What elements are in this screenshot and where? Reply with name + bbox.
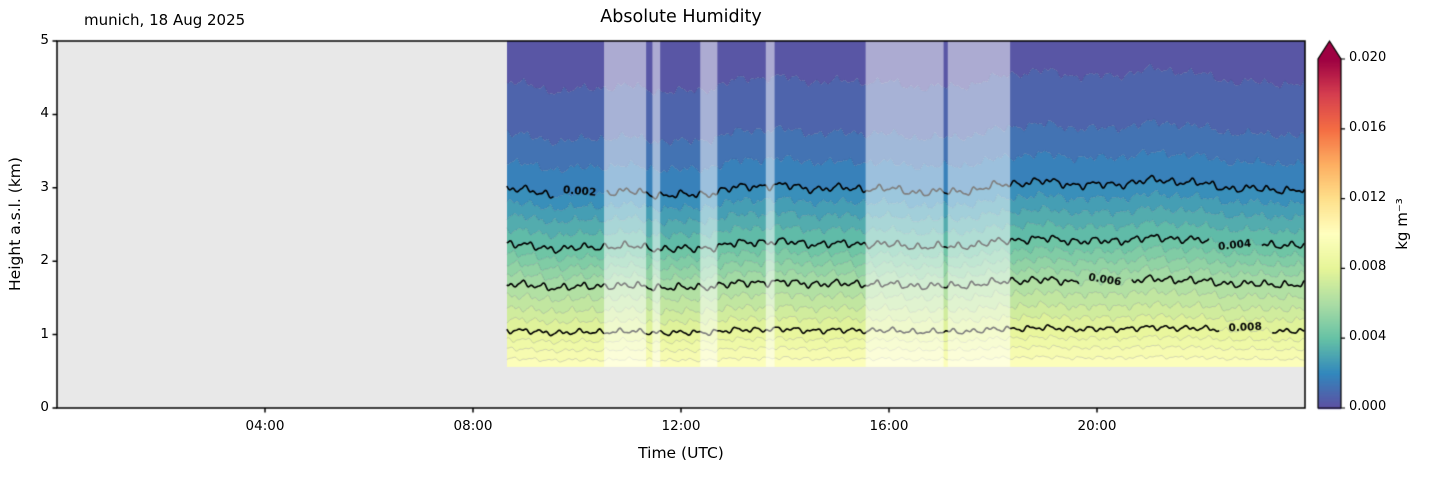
colorbar-tick-label: 0.000 — [1349, 399, 1387, 414]
colorbar-tick-label: 0.004 — [1349, 329, 1387, 345]
y-tick-label: 1 — [40, 325, 49, 342]
colorbar-tick-label: 0.008 — [1349, 259, 1387, 275]
y-tick-label: 5 — [40, 32, 49, 48]
station-date-label: munich, 18 Aug 2025 — [84, 11, 246, 29]
colorbar-tick-label: 0.016 — [1349, 119, 1387, 135]
colorbar-tick-label: 0.012 — [1349, 189, 1387, 205]
colorbar-tick-label: 0.020 — [1349, 50, 1387, 65]
x-tick-label: 12:00 — [661, 418, 701, 434]
x-tick-label: 16:00 — [869, 418, 909, 434]
y-axis-label: Height a.s.l. (km) — [6, 157, 24, 291]
y-tick-label: 4 — [40, 105, 49, 122]
x-axis-label: Time (UTC) — [638, 444, 724, 462]
x-tick-label: 08:00 — [453, 418, 493, 434]
x-tick-label: 20:00 — [1077, 418, 1117, 434]
y-tick-label: 0 — [40, 399, 49, 415]
colorbar-label: kg m⁻³ — [1393, 198, 1411, 250]
y-tick-label: 3 — [40, 178, 49, 195]
y-tick-label: 2 — [40, 252, 49, 269]
x-tick-label: 04:00 — [245, 418, 285, 434]
chart-title: Absolute Humidity — [600, 7, 762, 27]
